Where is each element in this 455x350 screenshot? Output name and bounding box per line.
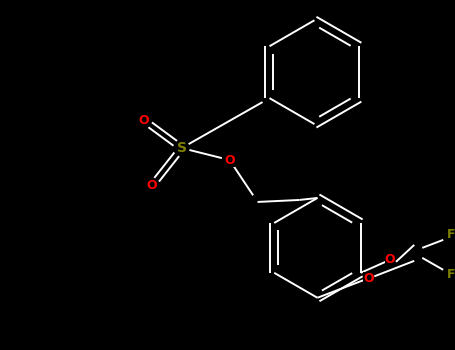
- Text: O: O: [224, 154, 235, 167]
- Text: O: O: [363, 272, 374, 285]
- Text: S: S: [177, 141, 187, 155]
- Text: O: O: [384, 253, 395, 266]
- Text: F: F: [447, 229, 455, 241]
- Text: O: O: [138, 114, 149, 127]
- Text: O: O: [147, 180, 157, 193]
- Text: F: F: [447, 268, 455, 281]
